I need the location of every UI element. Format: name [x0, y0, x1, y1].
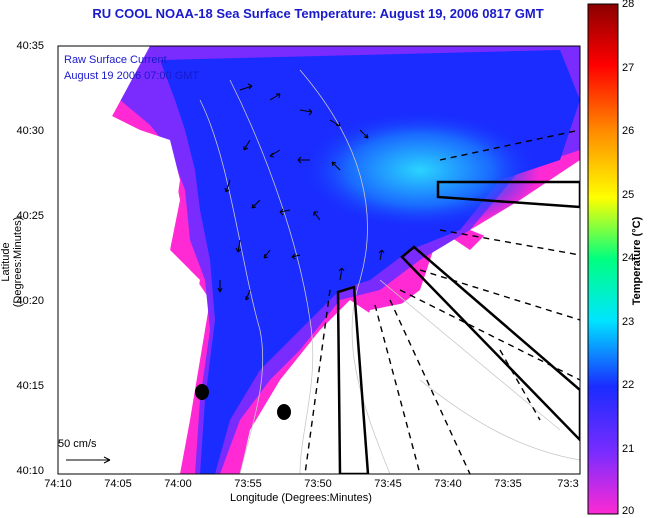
xtick-label: 73:55: [234, 478, 262, 490]
land-lower-right: [330, 300, 580, 474]
colorbar-tick: 23: [622, 316, 635, 328]
study-boxes: [336, 180, 580, 474]
colorbar-tick: 26: [622, 125, 635, 137]
ytick-label: 40:30: [16, 125, 44, 137]
xtick-label: 73:50: [304, 478, 332, 490]
bathymetry-contours: [199, 69, 580, 474]
colorbar-label: Temperature (°C): [631, 216, 643, 306]
land-right-patch: [470, 200, 580, 250]
colorbar-tick: 28: [622, 0, 635, 10]
scale-arrow: [66, 456, 111, 464]
land-west: [58, 46, 200, 474]
colorbar: [587, 3, 619, 515]
colorbar-tick: 22: [622, 379, 635, 391]
map-title: RU COOL NOAA-18 Sea Surface Temperature:…: [92, 6, 544, 21]
xtick-label: 74:10: [44, 478, 72, 490]
ytick-label: 40:25: [16, 210, 44, 222]
scale-label: 50 cm/s: [58, 438, 97, 450]
legend-line-2: August 19 2006 07:00 GMT: [64, 70, 200, 82]
station-marker: [195, 384, 209, 400]
station-marker: [277, 404, 291, 420]
legend-line-1: Raw Surface Current: [64, 54, 167, 66]
colorbar-tick: 21: [622, 443, 635, 455]
ytick-label: 40:35: [16, 40, 44, 52]
colorbar-tick: 27: [622, 62, 635, 74]
ytick-label: 40:15: [16, 380, 44, 392]
x-axis-label: Longitude (Degrees:Minutes): [230, 492, 372, 504]
current-vectors: [217, 83, 385, 301]
colorbar-tick: 25: [622, 189, 635, 201]
colorbar-tick: 24: [622, 252, 635, 264]
xtick-label: 74:05: [104, 478, 132, 490]
ytick-label: 40:20: [16, 295, 44, 307]
colorbar-tick: 20: [622, 505, 635, 517]
ytick-label: 40:10: [16, 465, 44, 477]
xtick-label: 73:40: [434, 478, 462, 490]
xtick-label: 73:3: [557, 478, 579, 490]
plot-frame: [57, 45, 581, 475]
xtick-label: 73:45: [374, 478, 402, 490]
xtick-label: 74:00: [164, 478, 192, 490]
xtick-label: 73:35: [494, 478, 522, 490]
land-bottom-patch: [250, 420, 320, 474]
